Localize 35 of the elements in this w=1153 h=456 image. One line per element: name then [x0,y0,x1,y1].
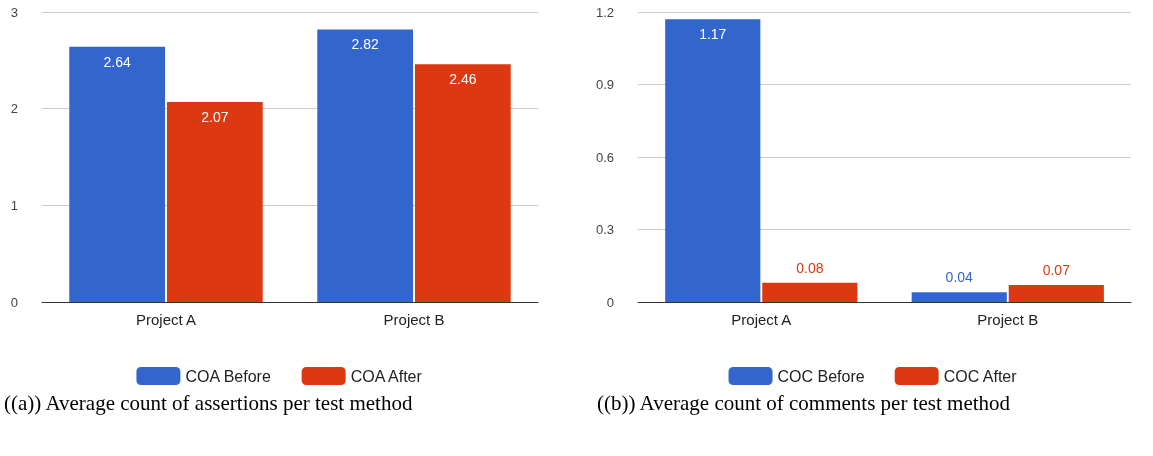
bar [166,101,263,302]
data-label: 2.64 [103,53,131,70]
x-tick-label: Project A [135,311,197,328]
bar [414,64,511,302]
y-tick-label: 0.6 [595,149,615,165]
legend-label: COC After [943,367,1018,385]
y-tick-label: 0.9 [595,77,615,92]
data-label: 2.07 [201,108,229,125]
x-tick-label: Project A [731,311,792,328]
y-tick-label: 0 [10,294,18,310]
data-label: 0.07 [1042,262,1071,279]
bar [762,282,858,302]
legend-label: COA Before [185,367,271,385]
bar [317,29,414,302]
text: ((b)) Average count of comments per test method [596,390,1012,416]
x-tick-label: Project B [977,311,1039,328]
bar [1008,285,1104,302]
bar [69,46,166,302]
x-tick-label: Project B [383,311,445,328]
bar [911,292,1007,302]
data-label: 2.82 [351,36,379,53]
bar [665,19,761,302]
y-tick-label: 3 [10,4,18,20]
y-tick-label: 1 [10,197,18,213]
y-tick-label: 1.2 [595,4,615,20]
y-tick-label: 2 [10,101,18,117]
data-label: 0.08 [796,259,824,276]
data-label: 1.17 [699,26,727,43]
legend-label: COA After [350,367,423,385]
y-tick-label: 0 [606,294,615,310]
text: ((a)) Average count of assertions per test method [3,390,414,416]
data-label: 2.46 [449,71,477,88]
y-tick-label: 0.3 [595,222,615,237]
data-label: 0.04 [945,269,974,286]
legend-label: COC Before [777,367,865,385]
